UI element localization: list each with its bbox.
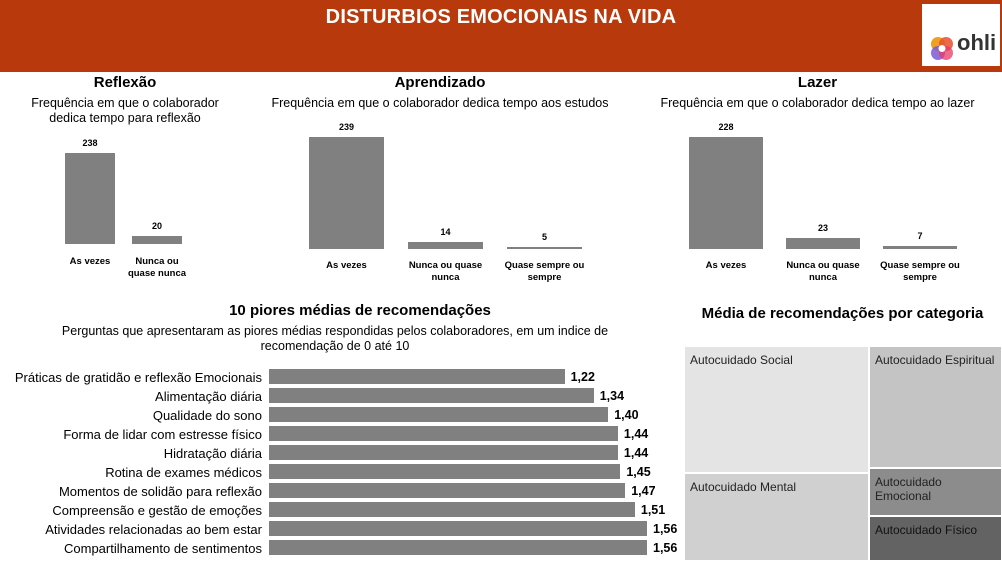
category-label: Nunca ou quase nunca bbox=[408, 260, 483, 283]
category-label: Hidratação diária bbox=[163, 446, 262, 461]
header-banner: DISTURBIOS EMOCIONAIS NA VIDA ohli bbox=[0, 0, 1002, 72]
data-label: 23 bbox=[817, 222, 828, 233]
ohli-logo-icon bbox=[931, 37, 953, 60]
bar bbox=[269, 445, 618, 460]
category-label: Quase sempre ou sempre bbox=[880, 260, 960, 283]
treemap-cell: Autocuidado Emocional bbox=[869, 468, 1002, 516]
bar bbox=[883, 245, 957, 249]
category-label: As vezes bbox=[69, 256, 111, 267]
category-label: As vezes bbox=[326, 260, 367, 271]
bar bbox=[309, 137, 384, 249]
lazer-chart-title: Lazer bbox=[797, 74, 838, 91]
category-label: Atividades relacionadas ao bem estar bbox=[45, 522, 262, 537]
bar bbox=[689, 137, 763, 249]
data-label: 1,22 bbox=[570, 370, 595, 384]
reflexao-chart-title: Reflexão bbox=[93, 74, 157, 91]
treemap-title: Média de recomendações por categoria bbox=[701, 305, 984, 322]
category-label: Qualidade do sono bbox=[152, 408, 262, 423]
bar bbox=[786, 237, 860, 249]
category-label: Forma de lidar com estresse físico bbox=[63, 427, 262, 442]
data-label: 1,44 bbox=[623, 446, 649, 460]
bar bbox=[269, 502, 635, 517]
category-label: As vezes bbox=[705, 260, 747, 271]
bar bbox=[269, 407, 609, 422]
data-label: 20 bbox=[151, 221, 162, 232]
data-label: 1,47 bbox=[631, 484, 656, 498]
data-label: 1,40 bbox=[614, 408, 639, 422]
bar bbox=[269, 483, 626, 498]
data-label: 7 bbox=[917, 230, 923, 241]
data-label: 228 bbox=[718, 122, 734, 132]
bar bbox=[269, 426, 618, 441]
treemap-cell: Autocuidado Físico bbox=[869, 516, 1002, 561]
ohli-logo: ohli bbox=[922, 4, 1000, 66]
data-label: 239 bbox=[338, 122, 355, 132]
category-label: Compartilhamento de sentimentos bbox=[64, 541, 262, 556]
category-label: Quase sempre ou sempre bbox=[504, 260, 585, 283]
bar bbox=[269, 369, 565, 384]
treemap-cell: Autocuidado Espiritual bbox=[869, 346, 1002, 468]
treemap-cell: Autocuidado Mental bbox=[684, 473, 869, 561]
data-label: 5 bbox=[541, 231, 547, 242]
category-label: Nunca ou quase nunca bbox=[786, 260, 860, 283]
category-label: Compreensão e gestão de emoções bbox=[52, 503, 262, 518]
category-label: Momentos de solidão para reflexão bbox=[58, 484, 262, 499]
data-label: 14 bbox=[440, 227, 451, 238]
data-label: 1,56 bbox=[653, 541, 678, 555]
data-label: 1,45 bbox=[626, 465, 651, 479]
aprendizado-chart-title: Aprendizado bbox=[394, 74, 486, 91]
category-label: Alimentação diária bbox=[155, 389, 262, 404]
treemap-cell: Autocuidado Social bbox=[684, 346, 869, 473]
page-title: DISTURBIOS EMOCIONAIS NA VIDA bbox=[325, 6, 677, 28]
bar bbox=[269, 464, 621, 479]
bar bbox=[269, 388, 594, 403]
data-label: 1,56 bbox=[653, 522, 678, 536]
category-label: Rotina de exames médicos bbox=[105, 465, 262, 480]
data-label: 238 bbox=[82, 138, 98, 148]
bar bbox=[408, 242, 483, 249]
data-label: 1,51 bbox=[640, 503, 666, 517]
bar bbox=[269, 521, 647, 536]
bar bbox=[65, 153, 115, 244]
bar bbox=[132, 236, 182, 244]
data-label: 1,44 bbox=[623, 427, 649, 441]
logo-text: ohli bbox=[957, 30, 997, 55]
piores-medias-subtitle: Perguntas que apresentaram as piores méd… bbox=[61, 324, 609, 353]
bar bbox=[507, 246, 582, 249]
category-label: Nunca ou quase nunca bbox=[127, 256, 187, 279]
reflexao-chart-subtitle: Frequência em que o colaborador dedica t… bbox=[31, 96, 219, 125]
data-label: 1,34 bbox=[599, 389, 625, 403]
piores-medias-title: 10 piores médias de recomendações bbox=[229, 302, 491, 319]
category-label: Práticas de gratidão e reflexão Emociona… bbox=[14, 370, 262, 385]
bar bbox=[269, 540, 647, 555]
aprendizado-chart-subtitle: Frequência em que o colaborador dedica t… bbox=[271, 96, 609, 110]
lazer-chart-subtitle: Frequência em que o colaborador dedica t… bbox=[660, 96, 975, 110]
